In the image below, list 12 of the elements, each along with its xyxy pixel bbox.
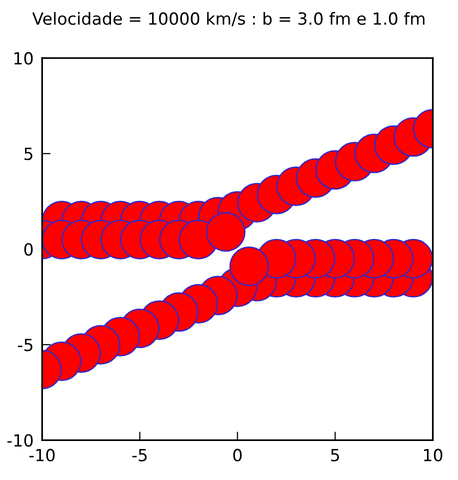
y-tick-label: 0 [24,243,33,256]
x-tick-label: 10 [424,448,442,462]
y-tick-label: 10 [14,52,33,65]
chart-title: Velocidade = 10000 km/s : b = 3.0 fm e 1.0 fm [32,12,424,26]
x-tick-label: 5 [331,449,339,462]
x-tick-label: 0 [233,448,242,462]
y-tick-label: -10 [7,434,33,447]
y-tick-label: -5 [18,338,32,352]
y-tick-label: 5 [24,148,32,160]
x-tick-label: -5 [132,449,147,462]
point [206,212,246,252]
point [229,246,269,286]
